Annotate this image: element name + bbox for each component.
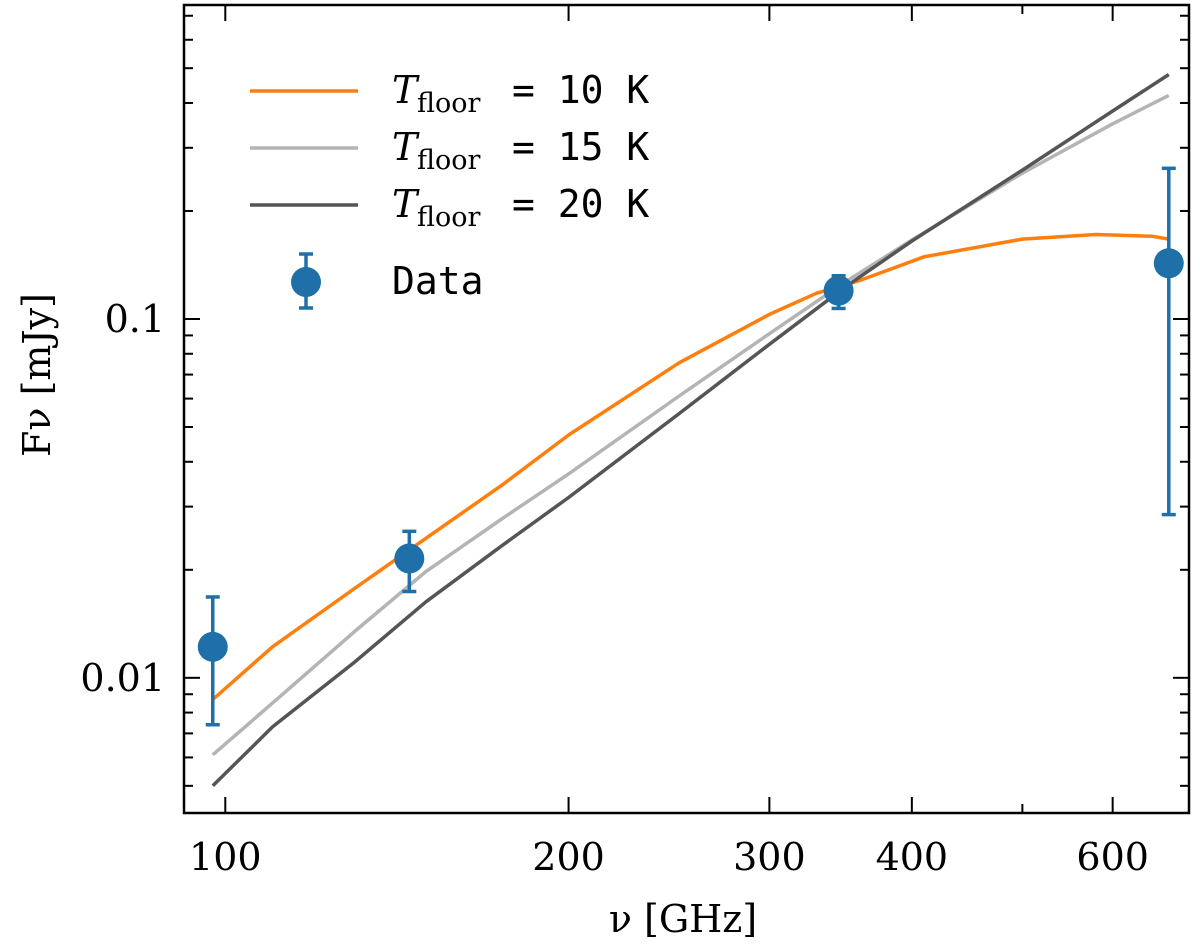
data-marker [197,631,228,662]
plot-border [182,3,1191,815]
legend-value: = 10 K [512,68,649,112]
y-axis-title: Fν [mJy] [15,293,59,457]
legend-value: = 20 K [512,182,649,226]
series-line-3 [211,73,1170,788]
legend-value: = 15 K [512,125,649,169]
legend-data-marker [291,267,321,297]
x-tick-label: 200 [532,835,605,879]
x-axis-label: ν [GHz] [609,897,757,941]
axis-ticks [184,5,1190,813]
tick-labels: 100 200 300 400 600 0.01 0.1 [80,297,1149,879]
legend-subscript: floor [417,202,481,233]
series-line-2 [211,93,1170,757]
data-points [197,166,1184,727]
legend-subscript: floor [417,145,481,176]
y-axis-label: Fν [mJy] [15,293,59,457]
x-tick-label: 100 [189,835,262,879]
data-point-3 [823,273,854,311]
y-tick-label: 0.01 [80,656,165,700]
data-marker [394,543,425,574]
legend-var: T [392,182,420,226]
x-axis-title: ν [GHz] [609,897,757,941]
data-marker [823,275,854,306]
model-lines [211,73,1170,788]
data-point-2 [394,529,425,594]
legend-var: T [392,68,420,112]
y-tick-label: 0.1 [105,297,165,341]
plot-area [182,3,1191,815]
data-point-4 [1153,166,1184,517]
legend-subscript: floor [417,88,481,119]
series-line-1 [211,232,1170,701]
x-tick-label: 400 [876,835,949,879]
data-point-1 [197,595,228,727]
x-tick-label: 300 [733,835,806,879]
legend-var: T [392,125,420,169]
legend-data-label: Data [392,259,484,303]
legend-entry-data: Data [291,252,484,310]
x-tick-label: 600 [1076,835,1149,879]
data-marker [1153,248,1184,279]
